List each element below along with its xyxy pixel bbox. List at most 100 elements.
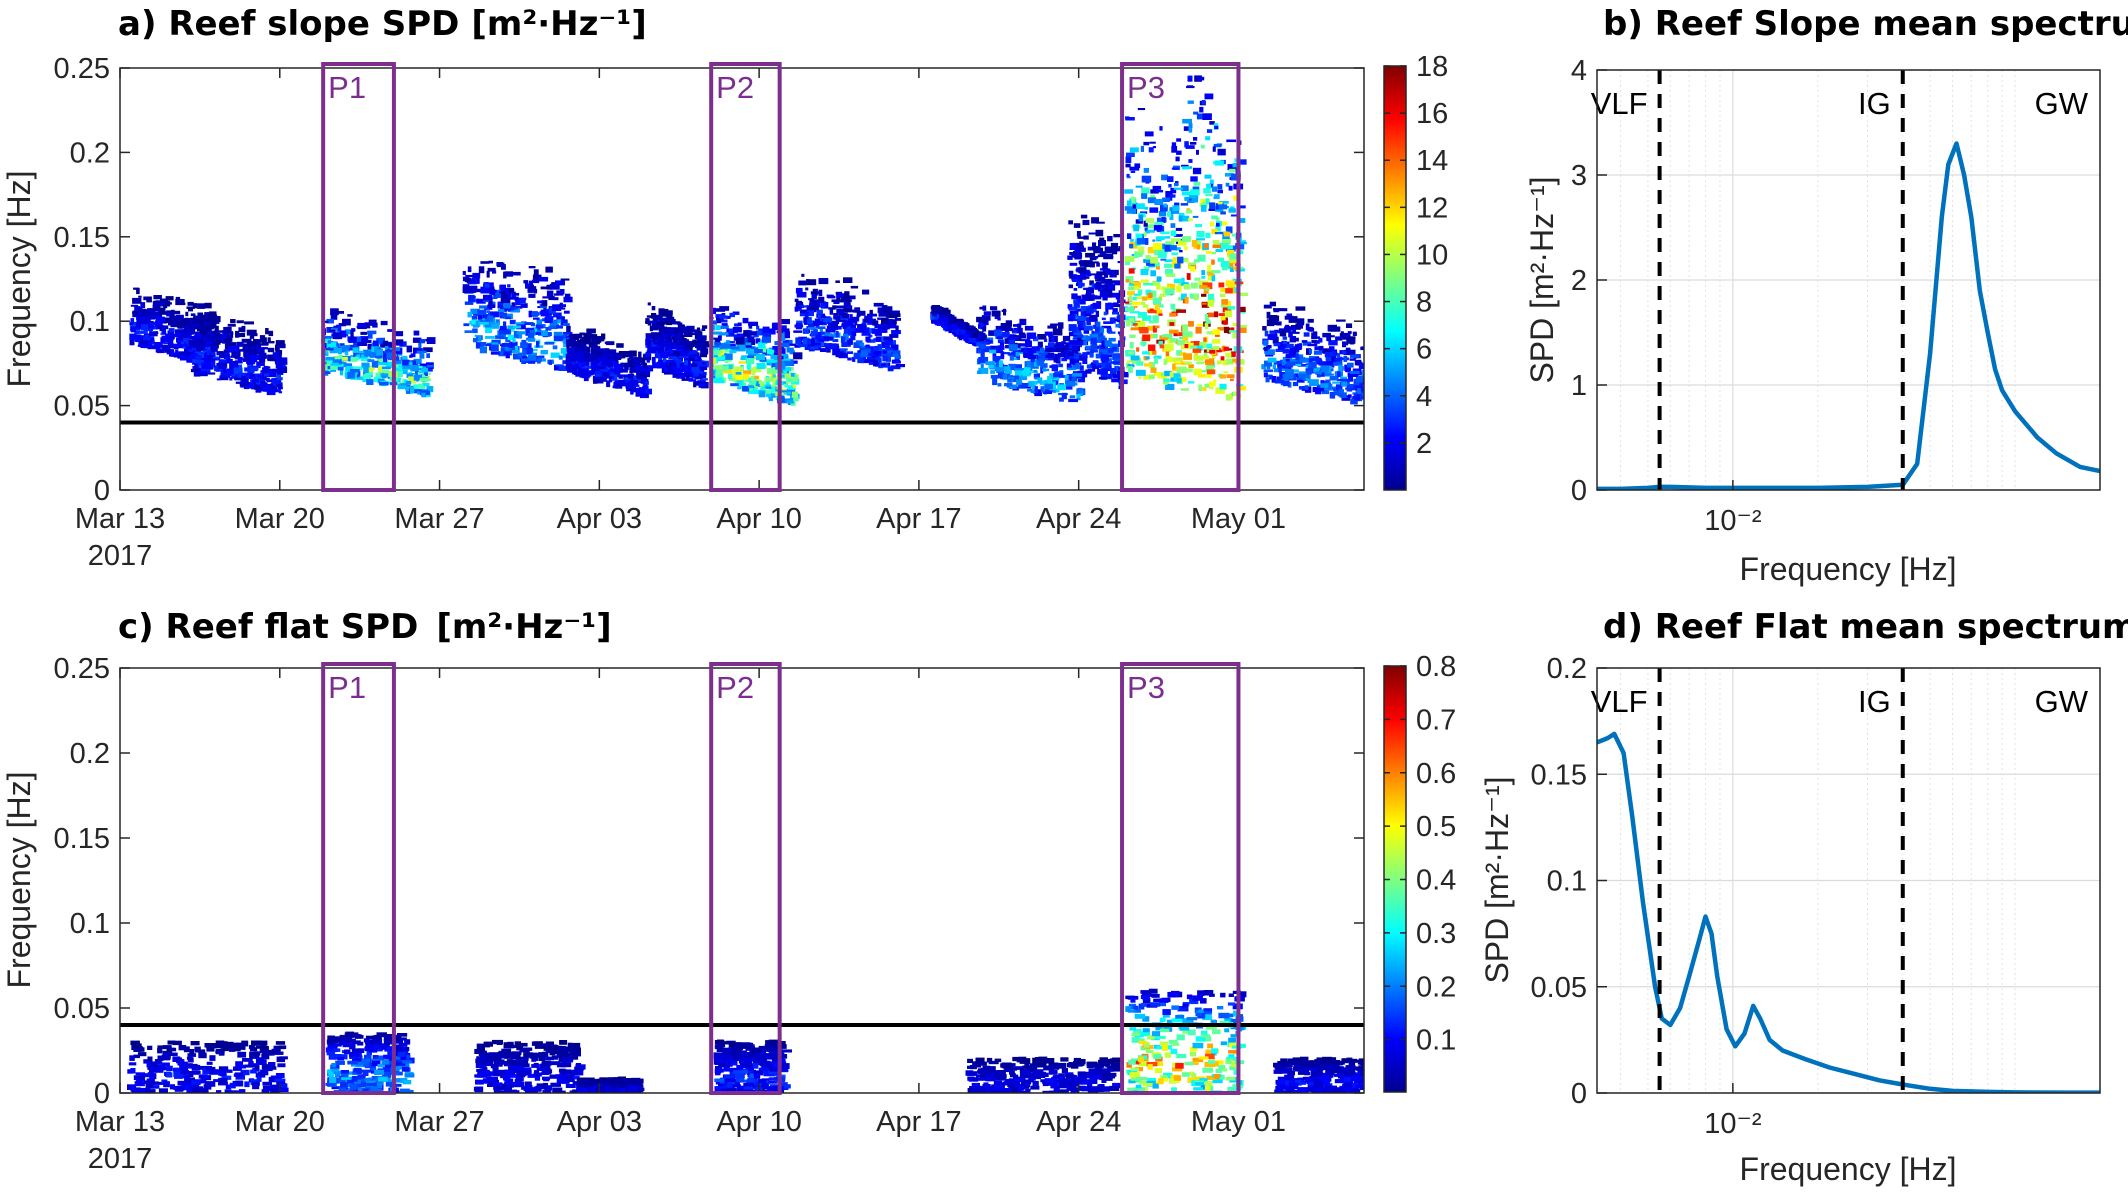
- heat-speck-0-6: [786, 381, 790, 384]
- heat-speck-0-10: [1068, 315, 1075, 320]
- heat-speck-0-3: [473, 328, 478, 334]
- heat-speck-2-0: [167, 1040, 176, 1045]
- heat-speck-0-10: [1069, 262, 1078, 266]
- heat-speck-0-13: [1305, 323, 1310, 331]
- heat-speck-0-7: [798, 300, 802, 307]
- heat-speck-0-7: [894, 317, 901, 321]
- heat-speck-0-12: [1238, 359, 1245, 365]
- heat-speck-0-9: [1024, 325, 1034, 331]
- heat-speck-0-6: [746, 364, 751, 370]
- heat-speck-0-10: [1069, 243, 1076, 249]
- heat-speck-0-11: [1135, 185, 1143, 188]
- heat-speck-0-9: [1036, 373, 1040, 379]
- heat-speck-0-9: [1074, 347, 1079, 355]
- heat-speck-0-7: [892, 353, 898, 357]
- heat-speck-0-9: [1012, 350, 1023, 353]
- heat-speck-0-7: [835, 315, 845, 323]
- heat-speck-0-2: [365, 370, 373, 376]
- heat-speck-0-11: [1170, 230, 1177, 237]
- heat-speck-0-0: [156, 342, 163, 346]
- heat-speck-0-7: [869, 309, 873, 315]
- heat-speck-0-4: [597, 336, 602, 343]
- heat-speck-0-1: [214, 365, 220, 372]
- heat-speck-0-3: [559, 302, 563, 309]
- heat-speck-0-11: [1142, 351, 1150, 355]
- heat-speck-0-4: [609, 371, 615, 375]
- heat-speck-2-0: [192, 1064, 201, 1071]
- heat-speck-0-13: [1318, 345, 1324, 351]
- heat-speck-0-1: [200, 353, 205, 358]
- heat-speck-0-10: [1086, 364, 1092, 369]
- heat-speck-0-2: [379, 382, 389, 386]
- heat-speck-0-12: [1216, 349, 1222, 353]
- heat-speck-0-13: [1279, 371, 1286, 379]
- heat-speck-0-12: [1184, 361, 1192, 365]
- heat-speck-0-1: [236, 341, 244, 347]
- heat-speck-0-11: [1152, 242, 1163, 250]
- heat-speck-0-5: [652, 347, 662, 351]
- heat-speck-0-5: [694, 366, 699, 371]
- heat-speck-0-3: [516, 333, 523, 339]
- heat-speck-0-7: [834, 322, 838, 329]
- heat-speck-0-13: [1349, 370, 1360, 374]
- heat-speck-0-4: [611, 374, 618, 381]
- heat-speck-0-4: [590, 346, 601, 353]
- heat-speck-0-2: [351, 328, 355, 332]
- heat-speck-0-9: [1067, 367, 1077, 371]
- heat-speck-0-5: [695, 331, 703, 338]
- heat-speck-0-10: [1096, 365, 1102, 368]
- heat-speck-2-0: [173, 1067, 180, 1073]
- heat-speck-0-13: [1294, 373, 1299, 378]
- heat-speck-0-3: [471, 319, 476, 325]
- heat-speck-0-3: [528, 293, 536, 298]
- heat-speck-0-3: [511, 271, 521, 276]
- heat-speck-0-6: [783, 367, 792, 372]
- heat-speck-0-5: [675, 345, 682, 351]
- heat-speck-0-3: [523, 280, 529, 284]
- heat-speck-0-9: [995, 361, 1000, 368]
- heat-speck-0-11: [1170, 187, 1177, 194]
- heat-speck-0-6: [752, 368, 756, 376]
- heat-speck-0-11: [1170, 245, 1177, 251]
- heat-speck-0-2: [327, 340, 331, 344]
- heat-speck-0-12: [1215, 224, 1221, 232]
- heat-speck-0-7: [878, 311, 886, 317]
- heat-speck-0-0: [166, 336, 174, 341]
- heat-speck-0-12: [1218, 313, 1226, 316]
- heat-speck-0-7: [874, 324, 880, 329]
- heat-speck-0-8: [932, 314, 937, 317]
- heat-speck-0-0: [180, 355, 187, 361]
- heat-speck-0-9: [1003, 352, 1011, 355]
- heat-speck-0-4: [611, 352, 621, 359]
- heat-speck-0-10: [1076, 295, 1081, 300]
- heat-speck-0-12: [1186, 199, 1195, 203]
- heat-speck-0-10: [1096, 337, 1106, 343]
- heat-speck-0-5: [686, 325, 695, 331]
- heat-speck-0-11: [1164, 244, 1172, 252]
- heat-speck-2-0: [137, 1047, 145, 1052]
- heat-speck-0-0: [177, 342, 187, 347]
- heat-speck-0-11: [1129, 311, 1140, 314]
- heat-speck-0-0: [177, 325, 187, 328]
- heat-speck-0-3: [537, 300, 543, 304]
- heat-speck-0-0: [152, 304, 160, 310]
- heat-speck-0-2: [327, 366, 332, 370]
- heat-speck-0-13: [1265, 374, 1273, 378]
- heat-speck-0-6: [725, 340, 730, 344]
- heat-speck-0-1: [188, 331, 193, 335]
- heat-speck-0-6: [789, 367, 794, 371]
- heat-speck-0-9: [1062, 335, 1071, 342]
- heat-speck-0-11: [1128, 317, 1134, 322]
- colorbar-tick-label: 12: [1416, 192, 1448, 224]
- heat-speck-0-5: [688, 379, 697, 382]
- heat-speck-0-3: [560, 348, 569, 354]
- heat-speck-0-3: [500, 296, 511, 303]
- heat-speck-0-3: [533, 317, 540, 320]
- heat-speck-0-10: [1089, 280, 1094, 286]
- heat-speck-0-13: [1279, 368, 1289, 371]
- heat-speck-0-1: [203, 341, 209, 344]
- heat-speck-0-4: [596, 360, 605, 367]
- heat-speck-0-13: [1307, 343, 1318, 347]
- heat-speck-0-1: [270, 357, 276, 362]
- heat-speck-0-4: [608, 369, 615, 372]
